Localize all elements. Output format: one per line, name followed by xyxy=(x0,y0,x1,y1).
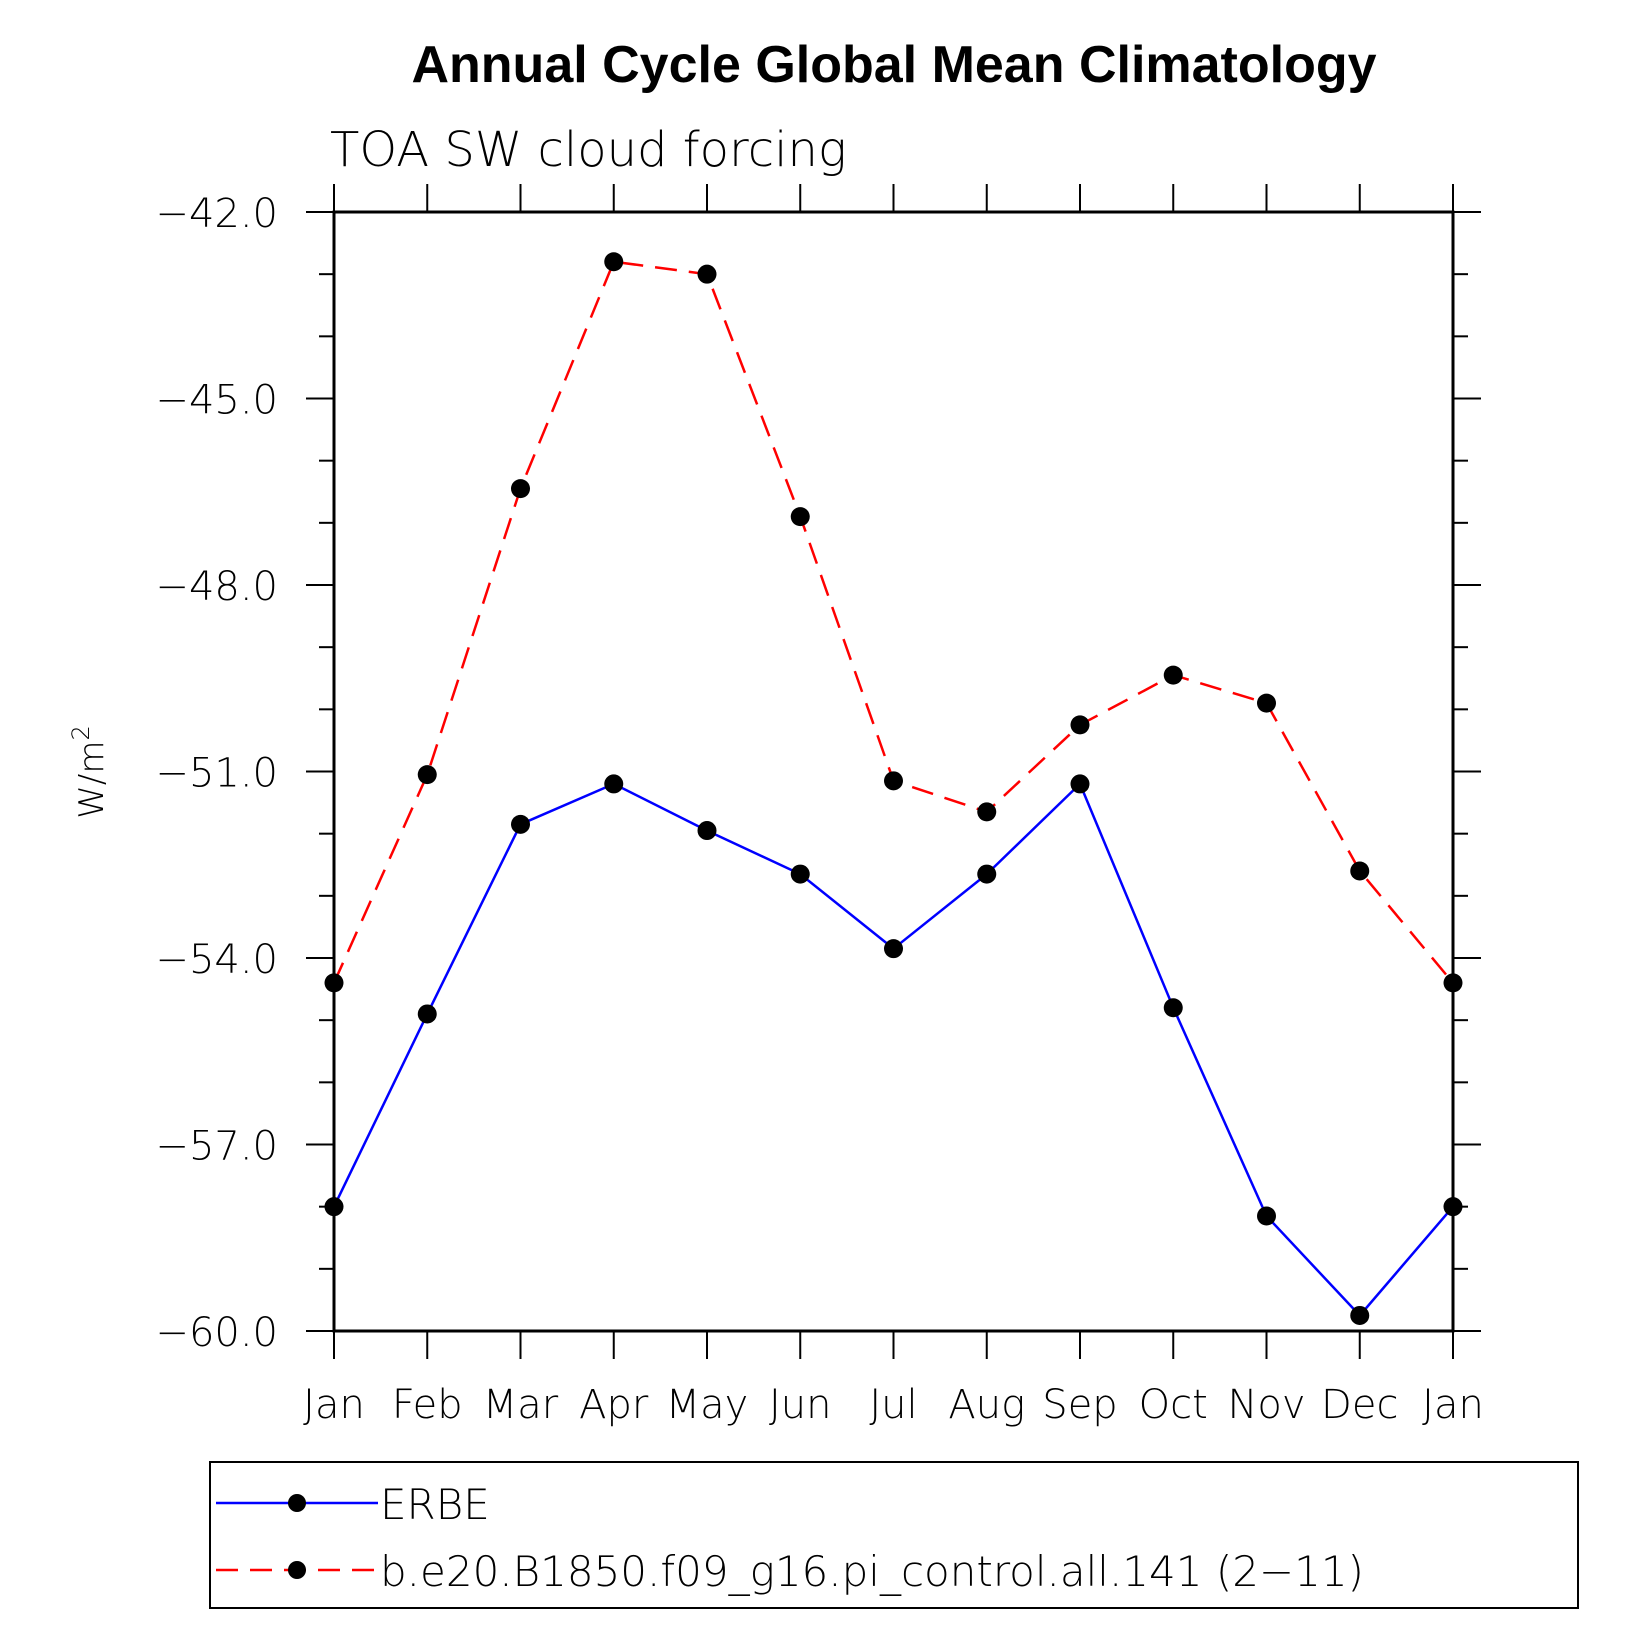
y-axis-label-text: W/m xyxy=(72,741,112,819)
data-point xyxy=(1350,861,1370,881)
data-point xyxy=(697,821,717,841)
series-line-1 xyxy=(332,260,1454,984)
data-point xyxy=(511,479,530,499)
data-point xyxy=(1443,973,1463,993)
data-point xyxy=(604,252,624,272)
data-point xyxy=(1070,715,1090,735)
data-point xyxy=(884,771,903,791)
legend-marker-erbe xyxy=(288,1494,306,1512)
data-point xyxy=(790,864,810,884)
data-point xyxy=(324,973,344,993)
legend: ERBE b.e20.B1850.f09_g16.pi_control.all.… xyxy=(209,1461,1579,1609)
y-tick-label: −54.0 xyxy=(155,937,278,983)
x-tick-labels: Jan Feb Mar Apr May Jun Jul Aug Sep Oct Nov Dec Jan xyxy=(303,1382,1484,1428)
axis-ticks xyxy=(306,184,1481,1359)
y-tick-label: −42.0 xyxy=(155,191,278,237)
legend-marker-model xyxy=(288,1561,306,1579)
data-point xyxy=(511,814,530,834)
data-point xyxy=(1257,1206,1276,1226)
x-tick-label: Mar xyxy=(483,1382,559,1428)
data-point xyxy=(417,1004,437,1024)
data-point xyxy=(1350,1305,1370,1325)
x-tick-label: Dec xyxy=(1321,1382,1398,1428)
y-tick-labels: −42.0 −45.0 −48.0 −51.0 −54.0 −57.0 −60.0 xyxy=(155,191,278,1356)
data-point xyxy=(604,774,624,794)
data-point xyxy=(1163,998,1183,1018)
chart-title: Annual Cycle Global Mean Climatology xyxy=(411,36,1376,94)
data-point xyxy=(977,864,997,884)
y-tick-label: −48.0 xyxy=(155,564,278,610)
data-point xyxy=(1443,1197,1463,1217)
y-tick-label: −57.0 xyxy=(155,1124,278,1170)
x-tick-label: Sep xyxy=(1042,1382,1117,1428)
y-tick-label: −45.0 xyxy=(155,378,278,424)
y-axis-label: W/m2 xyxy=(67,725,112,818)
data-point xyxy=(1163,665,1183,685)
y-tick-label: −51.0 xyxy=(155,751,278,797)
data-point xyxy=(324,1197,344,1217)
data-point xyxy=(884,939,903,959)
x-tick-label: Oct xyxy=(1139,1382,1208,1428)
data-point xyxy=(790,507,810,527)
y-axis-label-superscript: 2 xyxy=(67,725,95,740)
series-line-0 xyxy=(332,782,1454,1317)
y-tick-label: −60.0 xyxy=(155,1310,278,1356)
data-point xyxy=(1070,774,1090,794)
data-point xyxy=(1257,693,1276,713)
x-tick-label: Apr xyxy=(579,1382,649,1428)
x-tick-label: Aug xyxy=(948,1382,1025,1428)
x-tick-label: Feb xyxy=(392,1382,463,1428)
legend-label-model: b.e20.B1850.f09_g16.pi_control.all.141 (… xyxy=(380,1547,1364,1596)
data-point xyxy=(417,765,437,785)
legend-box xyxy=(209,1461,1579,1609)
legend-label-erbe: ERBE xyxy=(380,1480,490,1529)
series-layer xyxy=(324,252,1463,1325)
x-tick-label: Jun xyxy=(769,1382,832,1428)
x-tick-label: Jul xyxy=(869,1382,917,1428)
chart-subtitle: TOA SW cloud forcing xyxy=(330,122,847,178)
x-tick-label: Nov xyxy=(1227,1382,1305,1428)
x-tick-label: Jan xyxy=(303,1382,365,1428)
x-tick-label: Jan xyxy=(1422,1382,1484,1428)
data-point xyxy=(697,264,717,284)
data-point xyxy=(977,802,997,822)
x-tick-label: May xyxy=(666,1382,749,1428)
